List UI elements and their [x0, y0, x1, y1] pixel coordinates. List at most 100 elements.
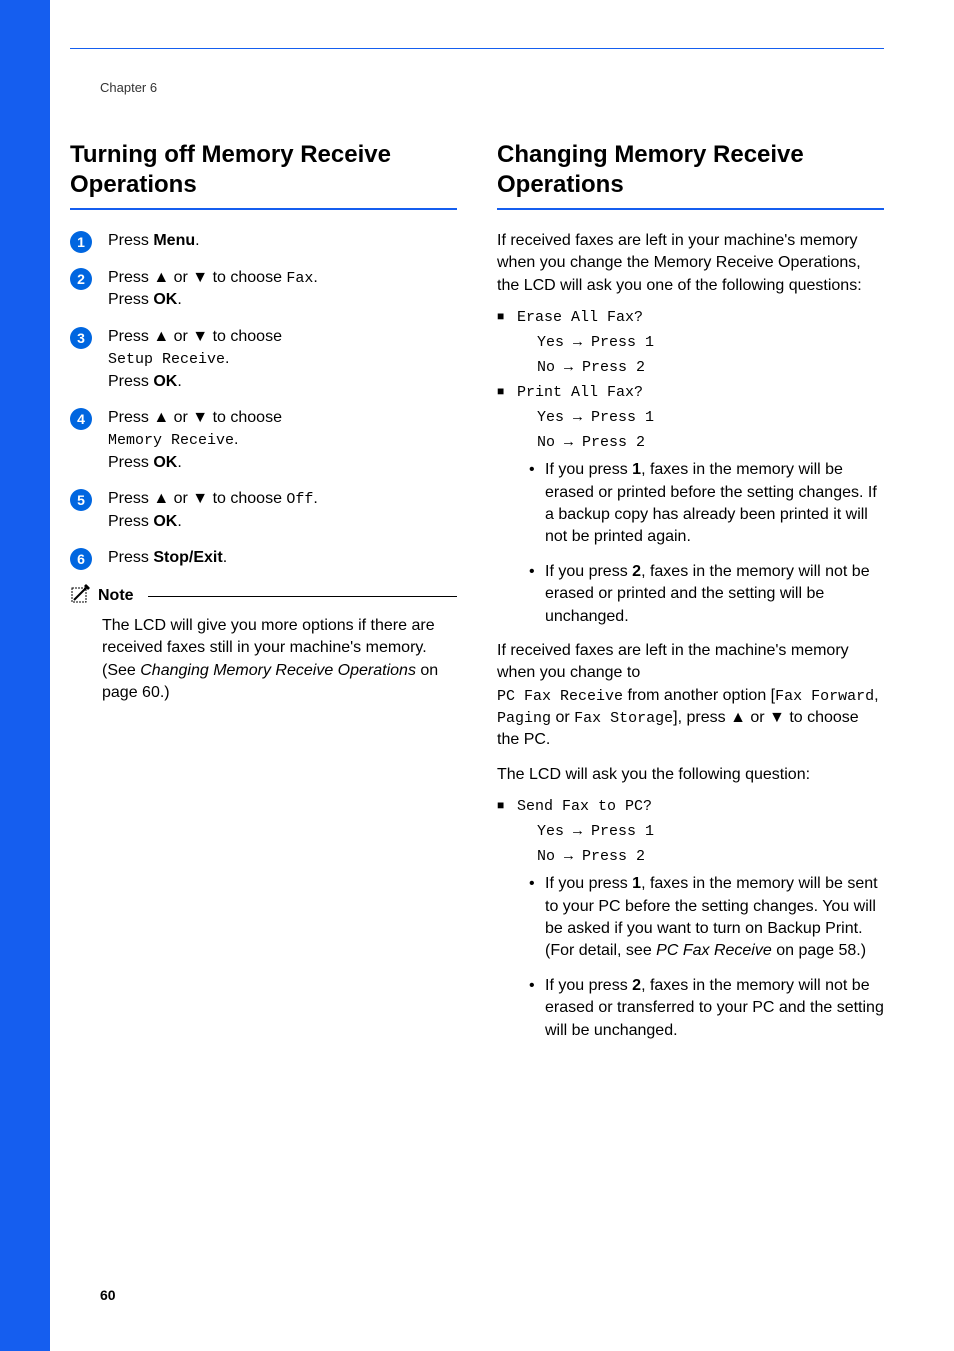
dot-text-bold: 1 — [632, 875, 641, 892]
step-text-part: Press — [108, 454, 153, 471]
step-text-part: . — [177, 291, 181, 308]
step-text-part: Press — [108, 291, 153, 308]
step-marker-6: 6 — [70, 548, 92, 570]
step-5: 5 Press ▲ or ▼ to choose Off. Press OK. — [70, 488, 457, 533]
dot-item: If you press 2, faxes in the memory will… — [545, 561, 884, 628]
step-marker-2: 2 — [70, 268, 92, 290]
step-text-part: . — [234, 431, 238, 448]
mid-para-text: If received faxes are left in the machin… — [497, 642, 849, 681]
step-text-part: . — [223, 549, 227, 566]
note-body: The LCD will give you more options if th… — [70, 609, 457, 705]
lcd-list-1: Erase All Fax? — [497, 309, 884, 326]
note-line — [148, 596, 457, 597]
step-text-part: Press ▲ or ▼ to choose — [108, 409, 282, 426]
lcd-yes-3: Yes → Press 1 — [497, 823, 884, 840]
step-text-bold: Stop/Exit — [153, 549, 222, 566]
mid-para-text: or — [551, 709, 574, 726]
question-line: The LCD will ask you the following quest… — [497, 764, 884, 786]
dot-item: If you press 1, faxes in the memory will… — [545, 459, 884, 549]
mid-para-mono: Fax Forward — [775, 688, 874, 705]
step-text-bold: Menu — [153, 232, 195, 249]
step-text-part: Press — [108, 232, 153, 249]
step-text: Press Stop/Exit. — [108, 547, 227, 569]
mid-para: If received faxes are left in the machin… — [497, 640, 884, 752]
intro-para: If received faxes are left in your machi… — [497, 230, 884, 297]
step-text-part: . — [177, 454, 181, 471]
mid-para-text: from another option [ — [623, 687, 775, 704]
lcd-list-2: Print All Fax? — [497, 384, 884, 401]
step-text: Press ▲ or ▼ to choose Setup Receive. Pr… — [108, 326, 282, 393]
lcd-yes-2: Yes → Press 1 — [497, 409, 884, 426]
note-block: Note The LCD will give you more options … — [70, 584, 457, 705]
dot-text-italic: PC Fax Receive — [656, 942, 772, 959]
left-heading: Turning off Memory Receive Operations — [70, 140, 457, 200]
step-3: 3 Press ▲ or ▼ to choose Setup Receive. … — [70, 326, 457, 393]
lcd-no-1: No → Press 2 — [497, 359, 884, 376]
step-text-part: . — [225, 350, 229, 367]
chapter-label: Chapter 6 — [100, 80, 157, 95]
dot-text-bold: 2 — [632, 563, 641, 580]
step-marker-5: 5 — [70, 489, 92, 511]
step-text-part: Press ▲ or ▼ to choose — [108, 269, 286, 286]
note-icon — [70, 584, 92, 609]
left-column: Turning off Memory Receive Operations 1 … — [70, 140, 457, 1054]
step-text-part: . — [313, 269, 317, 286]
step-text-mono: Setup Receive — [108, 351, 225, 368]
mid-para-mono: PC Fax Receive — [497, 688, 623, 705]
step-marker-3: 3 — [70, 327, 92, 349]
step-text-part: . — [177, 513, 181, 530]
note-label: Note — [98, 587, 134, 605]
dot-list-2: If you press 1, faxes in the memory will… — [497, 873, 884, 1042]
heading-rule — [497, 208, 884, 210]
step-text-bold: OK — [153, 454, 177, 471]
mid-para-mono: Paging — [497, 710, 551, 727]
step-2: 2 Press ▲ or ▼ to choose Fax. Press OK. — [70, 267, 457, 312]
dot-text: If you press — [545, 875, 632, 892]
page-number: 60 — [100, 1287, 116, 1303]
step-text: Press Menu. — [108, 230, 200, 252]
step-6: 6 Press Stop/Exit. — [70, 547, 457, 570]
step-marker-1: 1 — [70, 231, 92, 253]
dot-item: If you press 2, faxes in the memory will… — [545, 975, 884, 1042]
right-heading: Changing Memory Receive Operations — [497, 140, 884, 200]
lcd-yes-1: Yes → Press 1 — [497, 334, 884, 351]
heading-rule — [70, 208, 457, 210]
lcd-title-3: Send Fax to PC? — [517, 798, 884, 815]
heading-line-2: Operations — [497, 171, 624, 198]
header-rule — [70, 48, 884, 49]
note-body-italic: Changing Memory Receive Operations — [140, 662, 416, 679]
step-text: Press ▲ or ▼ to choose Memory Receive. P… — [108, 407, 282, 474]
step-text-mono: Memory Receive — [108, 432, 234, 449]
step-text: Press ▲ or ▼ to choose Fax. Press OK. — [108, 267, 318, 312]
step-text-part: Press ▲ or ▼ to choose — [108, 490, 286, 507]
step-text-part: . — [313, 490, 317, 507]
step-text-part: Press — [108, 549, 153, 566]
step-text-bold: OK — [153, 373, 177, 390]
dot-text: If you press — [545, 461, 632, 478]
step-text-part: . — [177, 373, 181, 390]
dot-text-bold: 2 — [632, 977, 641, 994]
content-area: Turning off Memory Receive Operations 1 … — [70, 140, 884, 1054]
step-text-part: . — [195, 232, 199, 249]
dot-text: If you press — [545, 977, 632, 994]
step-text-bold: OK — [153, 513, 177, 530]
step-4: 4 Press ▲ or ▼ to choose Memory Receive.… — [70, 407, 457, 474]
dot-text: If you press — [545, 563, 632, 580]
blue-sidebar — [0, 0, 50, 1351]
step-text-mono: Off — [286, 491, 313, 508]
step-list: 1 Press Menu. 2 Press ▲ or ▼ to choose F… — [70, 230, 457, 570]
lcd-title-1: Erase All Fax? — [517, 309, 884, 326]
dot-text-bold: 1 — [632, 461, 641, 478]
dot-list-1: If you press 1, faxes in the memory will… — [497, 459, 884, 628]
step-text-part: Press — [108, 513, 153, 530]
step-text-part: Press ▲ or ▼ to choose — [108, 328, 282, 345]
step-text-mono: Fax — [286, 270, 313, 287]
heading-line-2: Operations — [70, 171, 197, 198]
step-text: Press ▲ or ▼ to choose Off. Press OK. — [108, 488, 318, 533]
step-1: 1 Press Menu. — [70, 230, 457, 253]
mid-para-mono: Fax Storage — [574, 710, 673, 727]
step-marker-4: 4 — [70, 408, 92, 430]
mid-para-text: , — [874, 687, 878, 704]
dot-item: If you press 1, faxes in the memory will… — [545, 873, 884, 963]
lcd-no-3: No → Press 2 — [497, 848, 884, 865]
